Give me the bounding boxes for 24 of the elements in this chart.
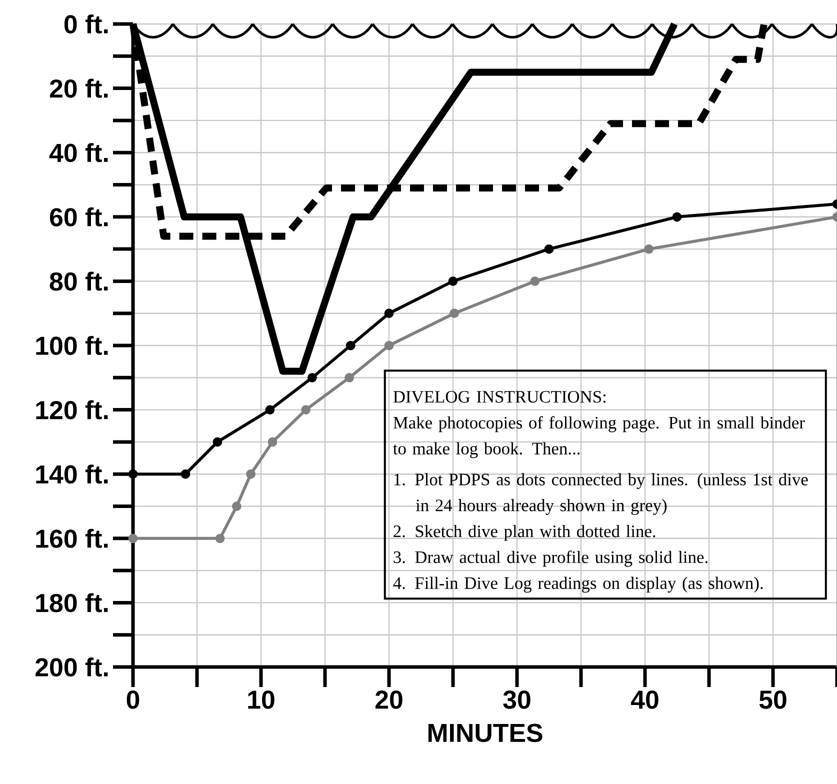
y-tick-label: 160 ft. bbox=[36, 528, 108, 548]
annotation: Make photocopies of following page. Put in small binder to make log book. Then... bbox=[393, 416, 805, 458]
x-tick-label: 40 bbox=[630, 690, 658, 709]
y-tick-label: 80 ft. bbox=[50, 272, 108, 291]
annotation: 3. Draw actual dive profile using solid line. bbox=[394, 550, 708, 567]
annotation: 4. Fill-in Dive Log readings on display (as shown). bbox=[393, 576, 763, 593]
annotation: 2. Sketch dive plan with dotted line. bbox=[394, 524, 656, 541]
y-tick-label: 200 ft. bbox=[36, 658, 108, 677]
y-tick-label: 40 ft. bbox=[49, 143, 108, 162]
x-tick-label: 30 bbox=[503, 690, 530, 709]
y-tick-label: 140 ft. bbox=[36, 464, 108, 484]
x-tick-label: 0 bbox=[126, 690, 140, 709]
y-tick-label: 120 ft. bbox=[36, 400, 108, 420]
annotation: 1. Plot PDPS as dots connected by lines. (unless 1st dive in 24 hours already shown in grey) bbox=[394, 473, 808, 515]
y-tick-label: 60 ft. bbox=[50, 207, 108, 226]
x-tick-label: 20 bbox=[375, 690, 402, 709]
x-tick-label: 50 bbox=[759, 690, 786, 709]
y-tick-label: 180 ft. bbox=[36, 593, 108, 612]
x-axis-title: MINUTES bbox=[428, 724, 542, 742]
y-tick-label: 0 ft. bbox=[64, 14, 108, 34]
x-tick-label: 10 bbox=[248, 690, 274, 709]
y-tick-label: 20 ft. bbox=[50, 78, 108, 98]
y-tick-label: 100 ft. bbox=[36, 336, 108, 356]
annotation: DIVELOG INSTRUCTIONS: bbox=[393, 390, 606, 403]
